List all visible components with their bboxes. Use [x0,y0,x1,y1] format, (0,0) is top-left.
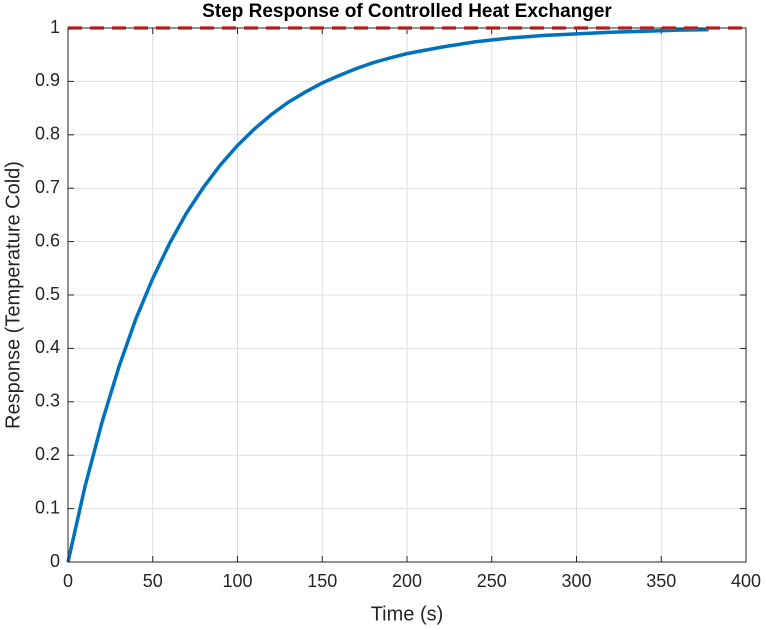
y-tick-label: 0.3 [35,391,60,411]
x-tick-label: 350 [646,571,676,591]
y-tick-label: 0.4 [35,337,60,357]
chart-title: Step Response of Controlled Heat Exchang… [202,1,612,22]
y-tick-label: 0.7 [35,177,60,197]
y-axis-label: Response (Temperature Cold) [2,161,24,429]
y-tick-label: 0 [50,551,60,571]
y-tick-label: 0.6 [35,230,60,250]
y-tick-label: 1 [50,17,60,37]
y-tick-label: 0.9 [35,70,60,90]
x-tick-label: 100 [222,571,252,591]
x-tick-label: 150 [307,571,337,591]
y-tick-label: 0.1 [35,497,60,517]
y-tick-label: 0.8 [35,124,60,144]
y-tick-label: 0.2 [35,444,60,464]
x-tick-label: 300 [561,571,591,591]
y-tick-label: 0.5 [35,284,60,304]
x-tick-label: 0 [63,571,73,591]
series-line [66,27,709,563]
x-axis-label: Time (s) [371,603,444,625]
x-tick-label: 50 [143,571,163,591]
x-tick-label: 400 [731,571,761,591]
x-tick-label: 250 [477,571,507,591]
axes-box [67,27,747,563]
x-tick-label: 200 [392,571,422,591]
grid [67,27,747,563]
